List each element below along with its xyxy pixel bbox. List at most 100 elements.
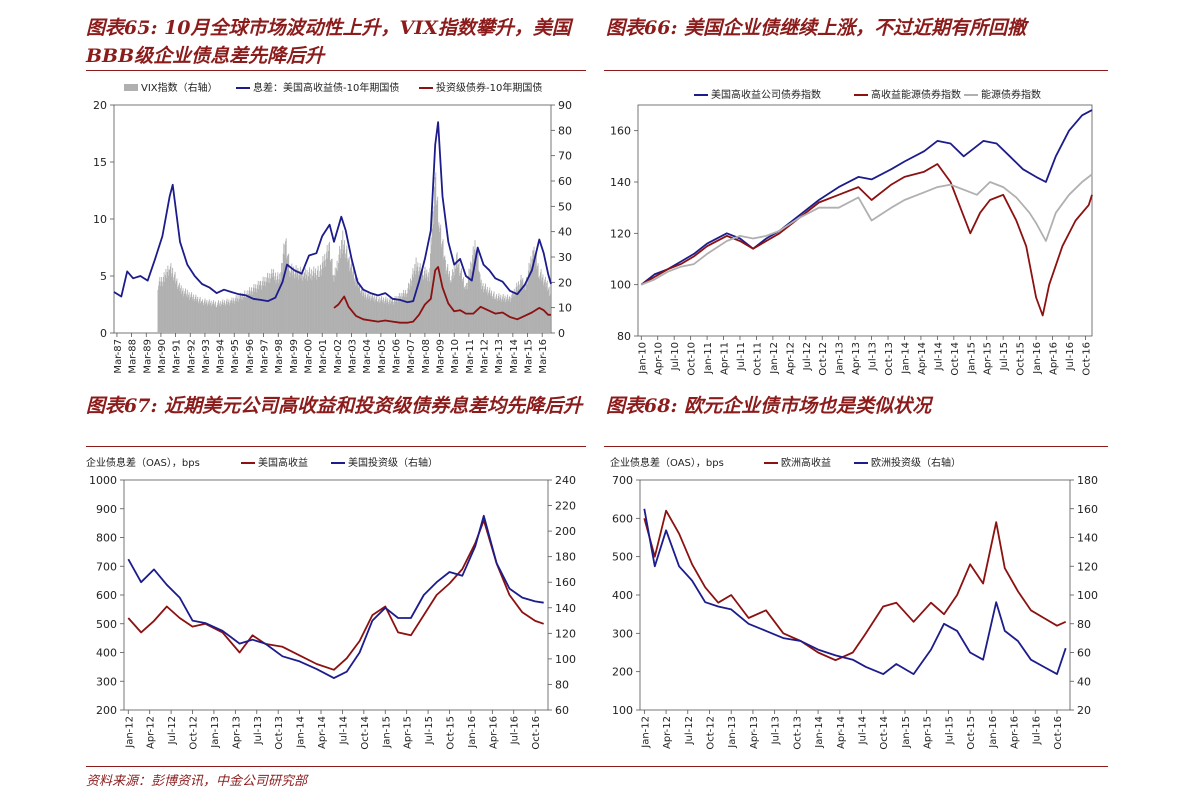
fig65-xtick-label: Mar-16 [538, 339, 549, 374]
fig68-y2tick-label: 60 [1077, 647, 1091, 660]
fig66-xtick-label: Oct-10 [687, 342, 698, 376]
fig66-line-series-2 [640, 173, 1093, 286]
fig65-legend-label: 投资级债券-10年期国债 [436, 81, 542, 94]
fig68-y2tick-label: 40 [1077, 675, 1091, 688]
fig65-xtick-label: Mar-95 [230, 339, 241, 374]
fig67-xtick-label: Jan-12 [124, 716, 135, 749]
fig66-xtick-label: Apr-12 [785, 342, 796, 375]
fig67-xtick-label: Oct-16 [531, 716, 542, 750]
fig68-rule [604, 446, 1108, 447]
fig68-xtick-label: Jul-16 [1031, 716, 1042, 745]
fig65-xtick-label: Mar-01 [318, 339, 329, 374]
fig65-xtick-label: Mar-09 [436, 339, 447, 374]
fig67-ytick-label: 800 [96, 532, 117, 545]
fig67-chart: 200 300 400 500 600 700 800 900 1000 60 80 100 120 14… [86, 456, 576, 750]
fig67-xtick-label: Oct-15 [445, 716, 456, 750]
fig66-xtick-label: Oct-16 [1081, 342, 1092, 376]
fig67-ytick-label: 300 [96, 675, 117, 688]
fig67-xtick-label: Oct-12 [189, 716, 200, 750]
fig67-xtick-label: Jul-14 [338, 716, 349, 745]
fig66-xtick-label: Oct-12 [818, 342, 829, 376]
fig68-xtick-label: Oct-16 [1053, 716, 1064, 750]
fig65-line-series-1 [113, 121, 552, 304]
fig65-ytick-label: 15 [93, 156, 107, 169]
fig65-xtick-label: Mar-05 [377, 339, 388, 374]
fig68-xtick-label: Apr-14 [836, 716, 847, 749]
fig67-xtick-label: Jan-14 [296, 716, 307, 749]
fig67-xtick-label: Jan-16 [467, 716, 478, 749]
fig65-xtick-label: Mar-90 [157, 339, 168, 374]
fig67-y2tick-label: 60 [555, 704, 569, 717]
fig68-xtick-label: Oct-15 [966, 716, 977, 750]
fig68-ytick-label: 100 [612, 704, 633, 717]
fig68-xtick-label: Oct-14 [879, 716, 890, 750]
fig65-vix-bars [157, 172, 551, 333]
fig68-y2tick-label: 20 [1077, 704, 1091, 717]
fig68-xtick-label: Jan-15 [901, 716, 912, 749]
fig66-xtick-label: Jan-14 [900, 342, 911, 375]
fig66-chart: 80 100 120 140 160 Jan-10 Apr-10 Jul-10 Oct-10 Ja… [610, 88, 1093, 376]
fig68-ytick-label: 600 [612, 512, 633, 525]
fig67-line-series-1 [127, 514, 544, 680]
fig66-ytick-label: 80 [617, 330, 631, 343]
fig68-xtick-label: Jul-15 [944, 716, 955, 745]
fig67-y2tick-label: 160 [555, 576, 576, 589]
source-note: 资料来源：彭博资讯，中金公司研究部 [86, 774, 308, 789]
fig65-xtick-label: Mar-97 [260, 339, 271, 374]
fig66-xtick-label: Jul-15 [999, 342, 1010, 371]
fig65-xtick-label: Mar-08 [421, 339, 432, 374]
fig65-xtick-label: Mar-07 [406, 339, 417, 374]
fig67-legend-label: 美国高收益 [258, 456, 308, 469]
fig67-xtick-label: Oct-14 [360, 716, 371, 750]
fig67-ytick-label: 500 [96, 618, 117, 631]
fig65-y2tick-label: 30 [558, 251, 572, 264]
fig67-y2tick-label: 240 [555, 474, 576, 487]
fig67-xtick-label: Oct-13 [274, 716, 285, 750]
fig65-xtick-label: Mar-89 [142, 339, 153, 374]
fig68-y2tick-label: 100 [1077, 589, 1098, 602]
fig65-xtick-label: Mar-10 [450, 339, 461, 374]
fig65-xtick-label: Mar-03 [348, 339, 359, 374]
fig65-legend-swatch [124, 84, 138, 91]
fig67-ytick-label: 1000 [89, 474, 117, 487]
fig67-legend-label: 美国投资级（右轴） [348, 456, 438, 469]
fig67-ytick-label: 400 [96, 647, 117, 660]
fig67-y2tick-label: 180 [555, 551, 576, 564]
fig66-line-series-0 [640, 109, 1093, 286]
fig65-ytick-label: 5 [100, 270, 107, 283]
fig66-xtick-label: Jan-13 [835, 342, 846, 375]
fig68-ytick-label: 500 [612, 551, 633, 564]
fig68-y2tick-label: 180 [1077, 474, 1098, 487]
fig68-plot-frame [639, 479, 1071, 711]
fig67-y2tick-label: 200 [555, 525, 576, 538]
fig66-title: 图表66: 美国企业债继续上涨，不过近期有所回撤 [606, 17, 1027, 39]
fig68-y2tick-label: 160 [1077, 503, 1098, 516]
fig66-xtick-label: Oct-11 [752, 342, 763, 376]
fig65-ytick-label: 20 [93, 99, 107, 112]
fig67-xtick-label: Apr-14 [317, 716, 328, 749]
fig66-xtick-label: Apr-14 [917, 342, 928, 375]
fig66-xtick-label: Jan-12 [769, 342, 780, 375]
fig65-xtick-label: Mar-88 [128, 339, 139, 374]
fig68-line-series-1 [643, 508, 1067, 676]
fig65-line-series-2 [333, 265, 551, 324]
fig68-y2tick-label: 80 [1077, 618, 1091, 631]
fig67-rule [86, 446, 586, 447]
fig67-y2tick-label: 220 [555, 500, 576, 513]
fig67-xtick-label: Jul-15 [424, 716, 435, 745]
fig65-y2tick-label: 70 [558, 150, 572, 163]
fig68-xtick-label: Oct-12 [705, 716, 716, 750]
fig67-xtick-label: Apr-15 [403, 716, 414, 749]
fig66-xtick-label: Oct-14 [950, 342, 961, 376]
fig66-xtick-label: Jan-10 [637, 342, 648, 375]
fig65-y2tick-label: 20 [558, 276, 572, 289]
fig68-xtick-label: Jul-12 [684, 716, 695, 745]
fig68-xtick-label: Apr-16 [1010, 716, 1021, 749]
fig68-xtick-label: Apr-13 [749, 716, 760, 749]
fig67-y2tick-label: 140 [555, 602, 576, 615]
fig68-ytick-label: 300 [612, 627, 633, 640]
fig66-xtick-label: Jul-16 [1065, 342, 1076, 371]
fig67-xtick-label: Jul-12 [167, 716, 178, 745]
fig65-xtick-label: Mar-13 [494, 339, 505, 374]
fig67-y2tick-label: 80 [555, 678, 569, 691]
